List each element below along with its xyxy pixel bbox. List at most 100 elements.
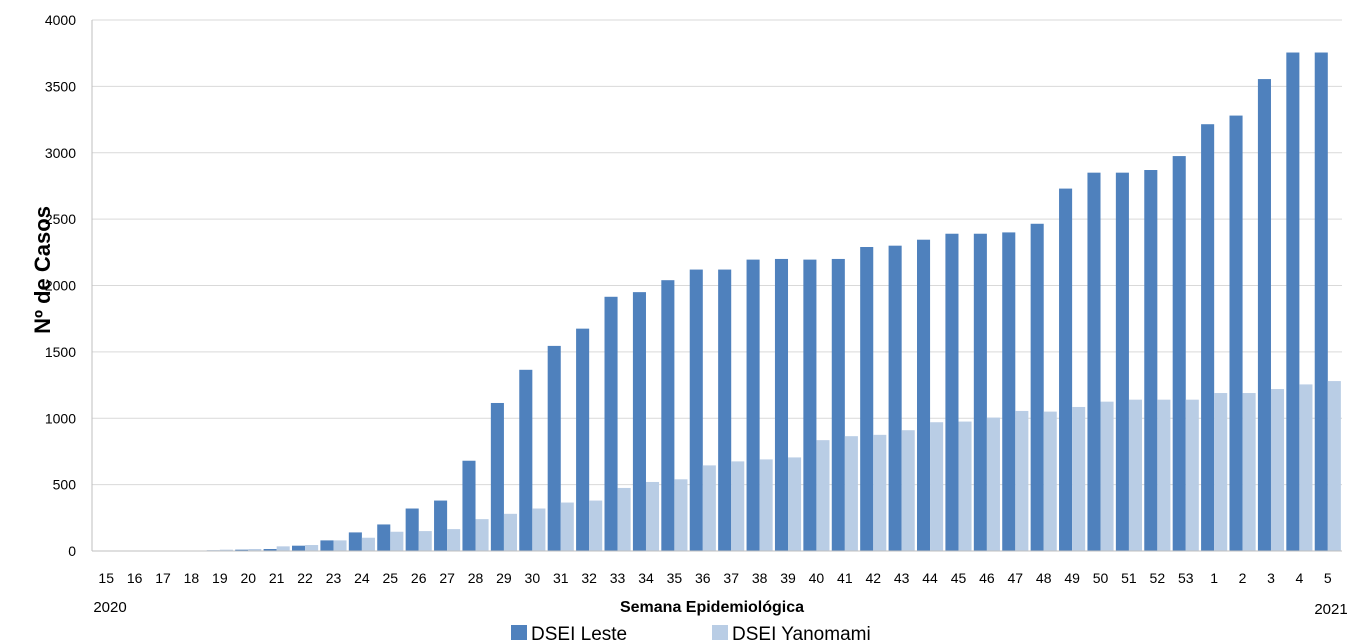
bar-dsei-leste (917, 239, 931, 551)
x-tick-label: 27 (439, 570, 455, 586)
bar-dsei-yanomami (788, 457, 802, 551)
bar-dsei-leste (888, 245, 902, 551)
y-tick-label: 4000 (45, 12, 76, 28)
bar-dsei-yanomami (1185, 399, 1199, 551)
x-tick-label: 44 (922, 570, 938, 586)
x-tick-label: 3 (1267, 570, 1275, 586)
bar-dsei-leste (348, 532, 362, 551)
x-tick-label: 32 (581, 570, 597, 586)
bar-dsei-yanomami (702, 465, 716, 551)
legend-swatch-dsei-yanomami (712, 625, 728, 640)
bar-dsei-leste (803, 259, 817, 551)
x-tick-label: 47 (1008, 570, 1024, 586)
x-tick-label: 31 (553, 570, 569, 586)
bar-dsei-yanomami (844, 436, 858, 551)
bar-dsei-yanomami (930, 422, 944, 551)
x-tick-label: 21 (269, 570, 285, 586)
x-tick-label: 34 (638, 570, 654, 586)
x-tick-label: 25 (383, 570, 399, 586)
bar-dsei-yanomami (390, 531, 404, 551)
bar-dsei-yanomami (674, 479, 688, 551)
bar-dsei-leste (1115, 172, 1129, 551)
x-tick-label: 48 (1036, 570, 1052, 586)
bar-dsei-leste (320, 540, 334, 551)
bar-dsei-yanomami (418, 531, 432, 551)
x-tick-label: 30 (525, 570, 541, 586)
bar-dsei-yanomami (1327, 381, 1341, 551)
bar-dsei-leste (547, 345, 561, 551)
y-tick-label: 1500 (45, 344, 76, 360)
x-tick-label: 26 (411, 570, 427, 586)
bar-dsei-yanomami (1043, 411, 1057, 551)
legend-label-dsei-leste: DSEI Leste (531, 624, 627, 642)
x-tick-label: 36 (695, 570, 711, 586)
bar-dsei-leste (1314, 52, 1328, 552)
bar-dsei-yanomami (219, 549, 233, 551)
y-tick-label: 3000 (45, 145, 76, 161)
bar-dsei-leste (576, 328, 590, 551)
bar-dsei-yanomami (873, 434, 887, 551)
bar-dsei-yanomami (305, 545, 319, 551)
x-tick-label: 20 (240, 570, 256, 586)
x-tick-label: 45 (951, 570, 967, 586)
x-tick-label: 24 (354, 570, 370, 586)
year-label-end: 2021 (1314, 601, 1347, 618)
bar-dsei-yanomami (1100, 401, 1114, 551)
bar-dsei-yanomami (560, 502, 574, 551)
x-tick-label: 17 (155, 570, 171, 586)
gridlines (92, 19, 1342, 486)
y-tick-label: 2000 (45, 278, 76, 294)
bar-dsei-leste (945, 233, 959, 552)
bar-dsei-yanomami (1270, 389, 1285, 551)
x-tick-label: 51 (1121, 570, 1137, 586)
x-axis-ticks: 15 16 17 18 19 20 21 22 23 24 25 26 27 28 29 30 31 32 33 34… (98, 570, 1331, 586)
x-tick-label: 43 (894, 570, 910, 586)
x-tick-label: 28 (468, 570, 484, 586)
legend-swatch-dsei-leste (511, 625, 527, 640)
bar-dsei-leste (1002, 232, 1016, 551)
bar-dsei-leste (632, 292, 646, 551)
bar-dsei-yanomami (759, 459, 773, 551)
bar-dsei-yanomami (1157, 399, 1171, 551)
x-tick-label: 15 (98, 570, 114, 586)
legend-label-dsei-yanomami: DSEI Yanomami (732, 624, 871, 642)
bar-dsei-leste (1229, 115, 1243, 551)
x-tick-label: 5 (1324, 570, 1332, 586)
bar-dsei-yanomami (532, 508, 546, 551)
bar-dsei-yanomami (276, 546, 290, 551)
bar-dsei-yanomami (1128, 399, 1142, 551)
bar-dsei-yanomami (589, 500, 603, 551)
y-axis-ticks: 0 500 1000 1500 2000 2500 3000 3500 4000 (45, 12, 76, 559)
bar-dsei-leste (519, 369, 533, 551)
bar-dsei-leste (718, 269, 732, 551)
bar-dsei-leste (490, 402, 504, 551)
legend: DSEI Leste DSEI Yanomami (511, 624, 871, 642)
bar-dsei-yanomami (1015, 410, 1029, 551)
bar-dsei-leste (1030, 223, 1044, 551)
x-tick-label: 41 (837, 570, 853, 586)
bar-dsei-yanomami (645, 481, 660, 551)
bar-dsei-yanomami (816, 440, 830, 551)
x-tick-label: 18 (184, 570, 200, 586)
x-tick-label: 33 (610, 570, 626, 586)
bar-dsei-leste (292, 545, 306, 551)
x-tick-label: 37 (723, 570, 739, 586)
bar-dsei-yanomami (901, 430, 915, 551)
bar-dsei-leste (377, 524, 391, 551)
x-tick-label: 40 (809, 570, 825, 586)
x-axis-label: Semana Epidemiológica (620, 599, 804, 616)
bar-dsei-leste (1059, 188, 1073, 551)
bar-dsei-leste (434, 500, 448, 551)
bar-dsei-leste (860, 247, 874, 551)
x-tick-label: 19 (212, 570, 228, 586)
x-tick-label: 1 (1210, 570, 1218, 586)
bar-dsei-leste (1286, 52, 1300, 552)
bar-dsei-yanomami (617, 487, 631, 551)
bar-dsei-leste (462, 460, 476, 551)
bar-dsei-yanomami (986, 417, 1000, 551)
x-tick-label: 39 (780, 570, 796, 586)
x-tick-label: 4 (1295, 570, 1303, 586)
bar-dsei-yanomami (1214, 393, 1228, 551)
bar-dsei-leste (1144, 170, 1158, 551)
